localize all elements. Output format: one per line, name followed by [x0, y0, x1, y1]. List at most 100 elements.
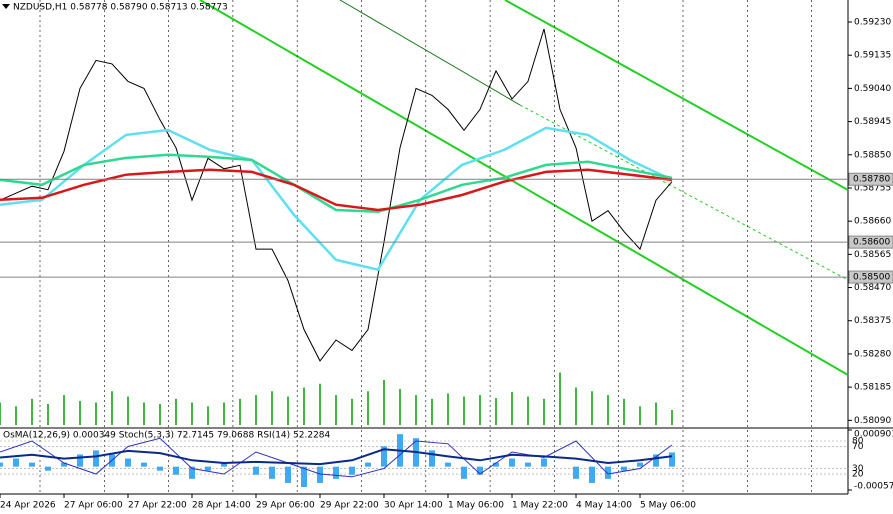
osma-bar — [301, 466, 307, 487]
x-tick-label: 24 Apr 2026 — [0, 501, 56, 511]
y-tick-label: 0.58565 — [854, 250, 891, 260]
osma-bar — [445, 462, 451, 467]
x-tick-label: 29 Apr 22:00 — [320, 501, 379, 511]
y-tick-label: 0.58185 — [854, 383, 891, 393]
volume-bar — [351, 398, 353, 425]
rsi-line — [0, 448, 673, 466]
price-level-label: 0.58600 — [853, 238, 890, 248]
osma-bar — [269, 466, 275, 479]
volume-bar — [495, 398, 497, 425]
osma-bar — [669, 452, 675, 467]
osc-y2-tick-label: 80 — [852, 437, 864, 447]
osma-bar — [429, 450, 435, 467]
price-line — [0, 28, 673, 362]
price-level-box — [848, 172, 893, 186]
osma-bar — [45, 466, 51, 471]
osc-y2-tick-label: 30 — [852, 464, 864, 474]
osma-bar — [205, 466, 211, 471]
osma-bar — [221, 462, 227, 467]
osma-bar — [173, 466, 179, 475]
volume-bar — [143, 402, 145, 425]
osma-bar — [333, 466, 339, 479]
volume-bar — [607, 395, 609, 425]
osma-bar — [573, 466, 579, 479]
x-tick-label: 28 Apr 14:00 — [192, 501, 251, 511]
volume-bar — [79, 401, 81, 425]
volume-bar — [127, 396, 129, 425]
osma-bar — [509, 458, 515, 467]
volume-bar — [383, 380, 385, 425]
volume-bar — [415, 395, 417, 425]
volume-bar — [111, 391, 113, 425]
volume-bar — [463, 396, 465, 425]
osma-bar — [141, 462, 147, 467]
volume-bar — [639, 406, 641, 425]
osma-bar — [477, 466, 483, 475]
osma-bar — [541, 458, 547, 467]
osma-bar — [77, 454, 83, 467]
volume-bar — [431, 398, 433, 425]
y-tick-label: 0.59040 — [854, 84, 891, 94]
x-tick-label: 30 Apr 14:00 — [384, 501, 443, 511]
y-tick-label: 0.58280 — [854, 349, 891, 359]
volume-bar — [287, 396, 289, 425]
volume-bar — [399, 389, 401, 425]
volume-bar — [271, 391, 273, 425]
menu-icon[interactable] — [2, 4, 10, 9]
volume-bar — [223, 402, 225, 425]
osma-bar — [13, 458, 19, 467]
volume-bar — [239, 398, 241, 425]
volume-bar — [527, 396, 529, 425]
volume-bar — [191, 402, 193, 425]
osma-bar — [493, 462, 499, 467]
volume-bar — [543, 398, 545, 425]
volume-bar — [511, 392, 513, 425]
y-tick-label: 0.58470 — [854, 283, 891, 293]
moving-average — [0, 153, 673, 213]
osma-bar — [61, 462, 67, 467]
x-tick-label: 1 May 22:00 — [512, 501, 568, 511]
osma-bar — [285, 466, 291, 483]
volume-bar — [671, 410, 673, 425]
oscillator-title: OsMA(12,26,9) 0.000349 Stoch(5,3,3) 72.7… — [3, 431, 331, 441]
osma-bar — [621, 466, 627, 471]
osma-bar — [317, 466, 323, 483]
y-tick-label: 0.58755 — [854, 183, 891, 193]
osma-bar — [93, 450, 99, 467]
y-tick-label: 0.59230 — [854, 18, 891, 28]
volume-bar — [319, 383, 321, 425]
osma-bar — [381, 446, 387, 467]
price-level-box — [848, 270, 893, 284]
stochastic-line — [0, 437, 673, 478]
channel-line — [199, 0, 849, 376]
volume-bar — [31, 398, 33, 425]
x-tick-label: 5 May 06:00 — [640, 501, 696, 511]
volume-bar — [207, 406, 209, 425]
osc-y2-tick-label: 20 — [852, 470, 864, 480]
osc-y-tick-label: -0.000574 — [854, 482, 893, 492]
osma-bar — [365, 462, 371, 467]
volume-bar — [591, 391, 593, 425]
y-tick-label: 0.58850 — [854, 150, 891, 160]
x-tick-label: 1 May 06:00 — [448, 501, 504, 511]
osma-bar — [589, 466, 595, 483]
trend-line-extension — [519, 104, 849, 281]
y-tick-label: 0.58660 — [854, 217, 891, 227]
y-tick-label: 0.58090 — [854, 416, 891, 426]
volume-bar — [303, 387, 305, 425]
volume-bar — [15, 406, 17, 425]
price-level-box — [848, 235, 893, 249]
volume-bar — [623, 398, 625, 425]
price-level-label: 0.58780 — [853, 175, 890, 185]
osma-bar — [525, 462, 531, 467]
y-tick-label: 0.58945 — [854, 117, 891, 127]
x-tick-label: 27 Apr 06:00 — [64, 501, 123, 511]
x-tick-label: 29 Apr 06:00 — [256, 501, 315, 511]
volume-bar — [479, 395, 481, 425]
volume-bar — [575, 387, 577, 425]
volume-bar — [447, 393, 449, 425]
volume-bar — [47, 404, 49, 425]
osma-bar — [253, 466, 259, 475]
osma-bar — [189, 466, 195, 479]
moving-average — [0, 126, 673, 272]
